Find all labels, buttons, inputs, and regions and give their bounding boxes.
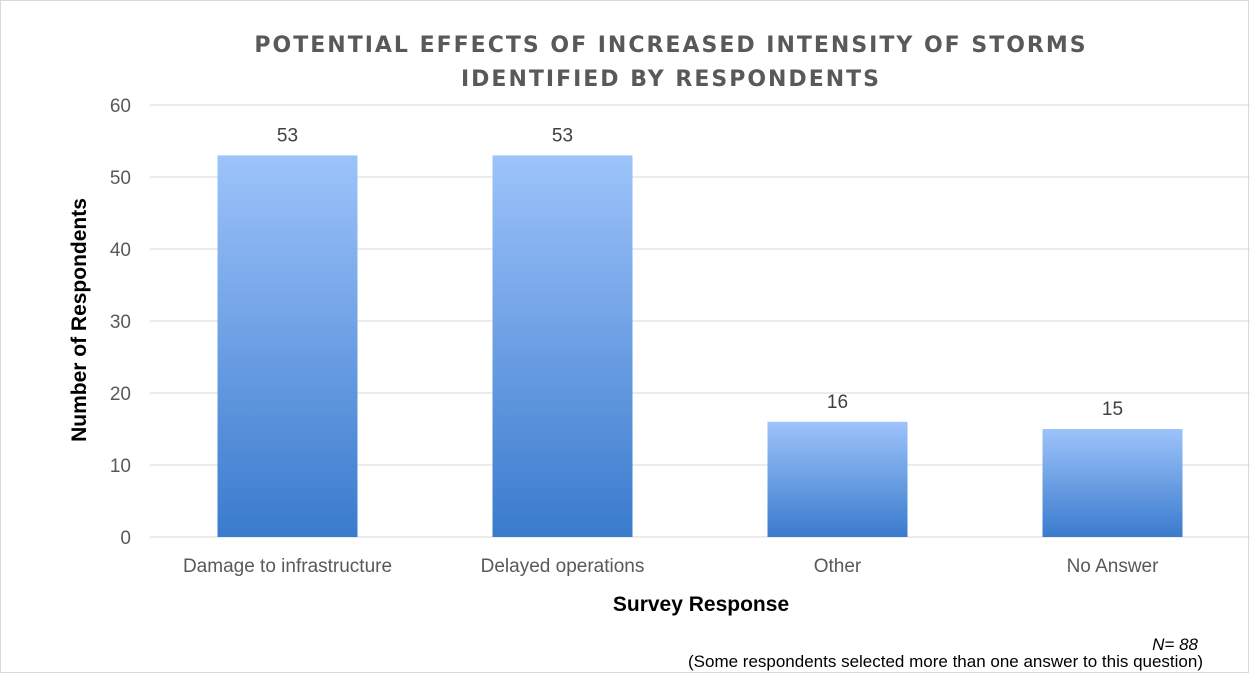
x-axis-title: Survey Response xyxy=(613,593,789,616)
x-tick-label: Delayed operations xyxy=(481,556,645,577)
bar xyxy=(217,155,358,537)
y-tick-label: 0 xyxy=(120,528,131,549)
sample-size: N= 88 xyxy=(1152,635,1198,654)
x-tick-label: Damage to infrastructure xyxy=(183,556,392,577)
y-tick-label: 50 xyxy=(110,168,131,189)
y-tick-label: 40 xyxy=(110,240,131,261)
data-label: 16 xyxy=(827,392,848,413)
x-axis-ticks: Damage to infrastructure Delayed operatio… xyxy=(183,556,1159,577)
footnote-note: (Some respondents selected more than one… xyxy=(687,652,1203,671)
y-axis-ticks: 0 10 20 30 40 50 60 xyxy=(110,96,131,549)
x-tick-label: Other xyxy=(814,556,862,577)
y-tick-label: 20 xyxy=(110,384,131,405)
data-label: 53 xyxy=(277,125,298,146)
bar xyxy=(1042,429,1183,537)
y-tick-label: 60 xyxy=(110,96,131,117)
chart-title: POTENTIAL EFFECTS OF INCREASED INTENSITY… xyxy=(254,33,1088,92)
bar xyxy=(492,155,633,537)
y-tick-label: 10 xyxy=(110,456,131,477)
y-axis-title: Number of Respondents xyxy=(68,198,91,442)
bar xyxy=(767,421,908,537)
data-label: 53 xyxy=(552,125,573,146)
x-tick-label: No Answer xyxy=(1067,556,1160,577)
y-tick-label: 30 xyxy=(110,312,131,333)
bars: 53 53 16 15 xyxy=(217,125,1183,537)
data-label: 15 xyxy=(1102,399,1123,420)
